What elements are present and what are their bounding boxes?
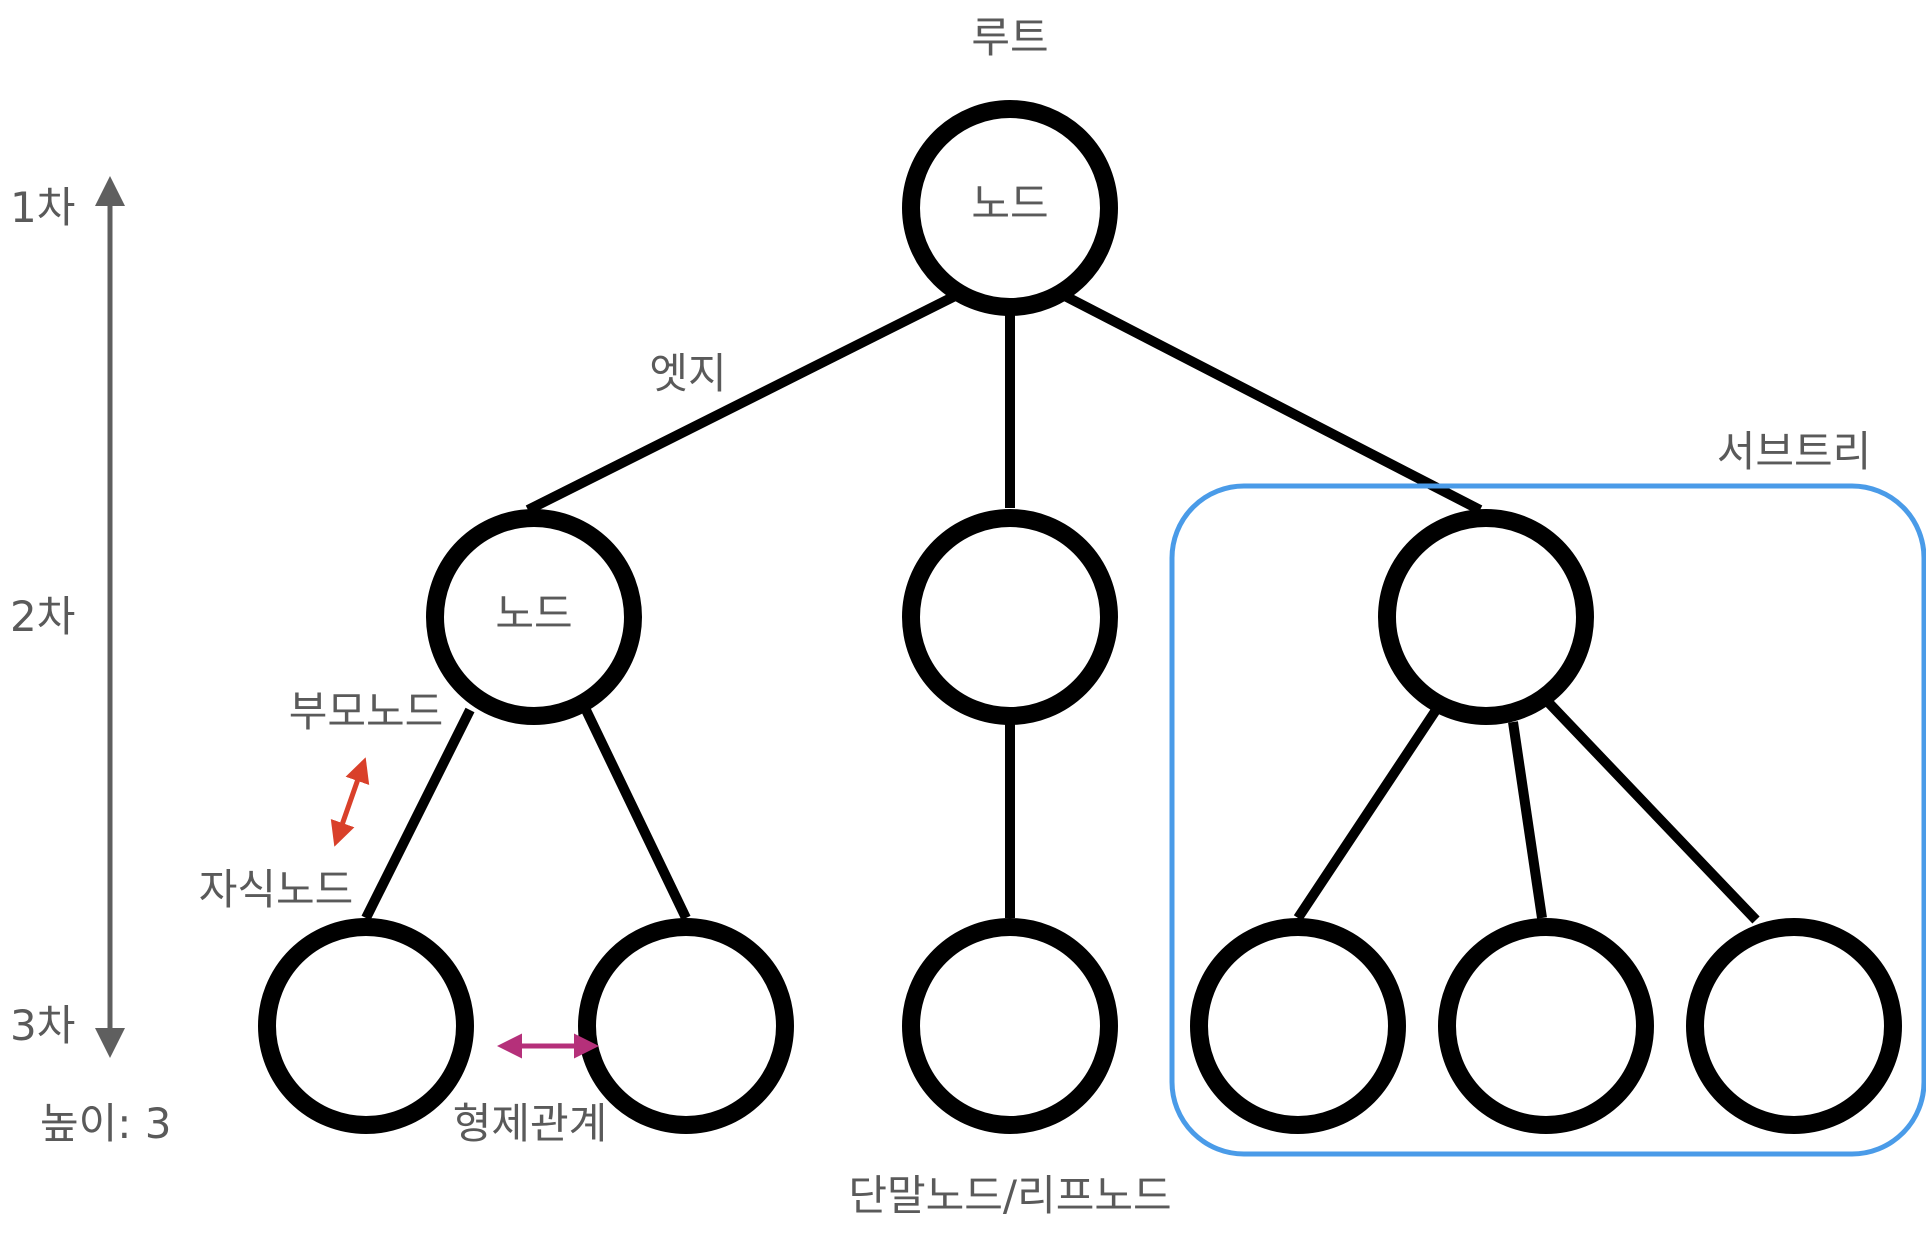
level-1-label: 1차 <box>10 183 76 232</box>
height-label: 높이: 3 <box>40 1099 172 1148</box>
root-node-label: 노드 <box>971 179 1049 228</box>
leaf-node-1 <box>258 918 474 1134</box>
child-node-label: 자식노드 <box>198 865 354 914</box>
leaf-node-label: 단말노드/리프노드 <box>848 1171 1172 1220</box>
leaf-node-3 <box>902 918 1118 1134</box>
edge-root-left <box>525 291 958 515</box>
edge-right-leaf2 <box>1508 721 1547 919</box>
leaf-node-4 <box>1190 918 1406 1134</box>
level2-node-right <box>1378 509 1594 725</box>
leaf-node-5 <box>1438 918 1654 1134</box>
edge-root-right <box>1062 291 1483 515</box>
level-2-label: 2차 <box>10 592 76 641</box>
level-3-label: 3차 <box>10 1001 76 1050</box>
subtree-label: 서브트리 <box>1716 427 1872 476</box>
leaf-node-2 <box>578 918 794 1134</box>
parent-child-arrow <box>330 757 370 847</box>
siblings-label: 형제관계 <box>452 1099 608 1148</box>
nodes <box>258 100 1902 1134</box>
edge-label: 엣지 <box>649 349 727 398</box>
root-label: 루트 <box>971 13 1049 62</box>
edges <box>361 291 1760 924</box>
edge-left-leaf1 <box>361 707 475 921</box>
root-node <box>902 100 1118 316</box>
level2-node-left <box>426 509 642 725</box>
edge-left-leaf2 <box>581 707 691 921</box>
subtree-box <box>1169 483 1926 1157</box>
leaf-node-6 <box>1686 918 1902 1134</box>
edge-right-leaf3 <box>1544 698 1760 924</box>
level2-node-middle <box>902 509 1118 725</box>
edge-right-leaf1 <box>1293 707 1441 921</box>
parent-node-label: 부모노드 <box>288 687 444 736</box>
left-node-label: 노드 <box>495 589 573 638</box>
